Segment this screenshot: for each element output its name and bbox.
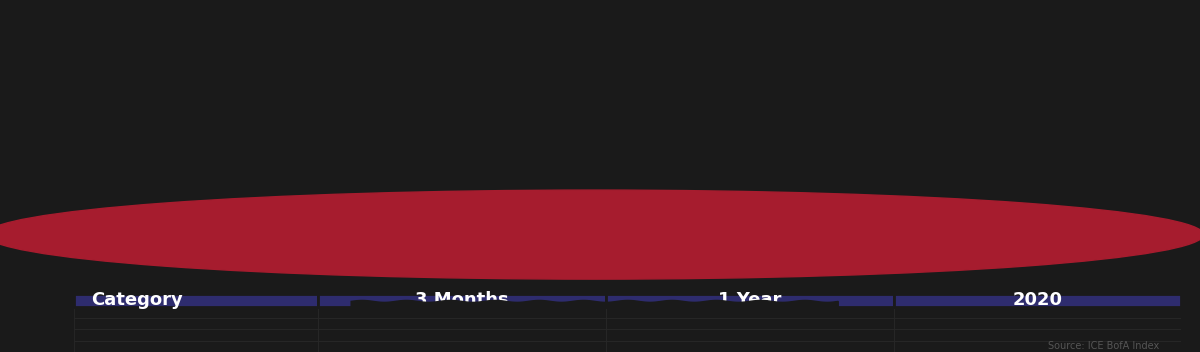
FancyBboxPatch shape (894, 341, 1182, 352)
Text: Source: ICE BofA Index: Source: ICE BofA Index (1048, 341, 1159, 351)
Text: 2020: 2020 (1013, 291, 1062, 309)
Text: 1 Year: 1 Year (718, 291, 781, 309)
FancyBboxPatch shape (74, 329, 318, 341)
FancyBboxPatch shape (606, 294, 894, 307)
FancyBboxPatch shape (894, 318, 1182, 329)
Circle shape (0, 190, 1200, 279)
FancyBboxPatch shape (894, 294, 1182, 307)
FancyBboxPatch shape (318, 294, 606, 307)
FancyBboxPatch shape (606, 329, 894, 341)
Text: Category: Category (91, 291, 182, 309)
FancyBboxPatch shape (318, 318, 606, 329)
FancyBboxPatch shape (74, 294, 318, 307)
FancyBboxPatch shape (318, 307, 606, 318)
Polygon shape (352, 300, 839, 307)
FancyBboxPatch shape (606, 307, 894, 318)
FancyBboxPatch shape (74, 307, 318, 318)
FancyBboxPatch shape (318, 329, 606, 341)
FancyBboxPatch shape (894, 329, 1182, 341)
FancyBboxPatch shape (606, 341, 894, 352)
FancyBboxPatch shape (318, 341, 606, 352)
Text: 3 Months: 3 Months (415, 291, 509, 309)
FancyBboxPatch shape (894, 307, 1182, 318)
FancyBboxPatch shape (74, 341, 318, 352)
FancyBboxPatch shape (74, 318, 318, 329)
FancyBboxPatch shape (606, 318, 894, 329)
